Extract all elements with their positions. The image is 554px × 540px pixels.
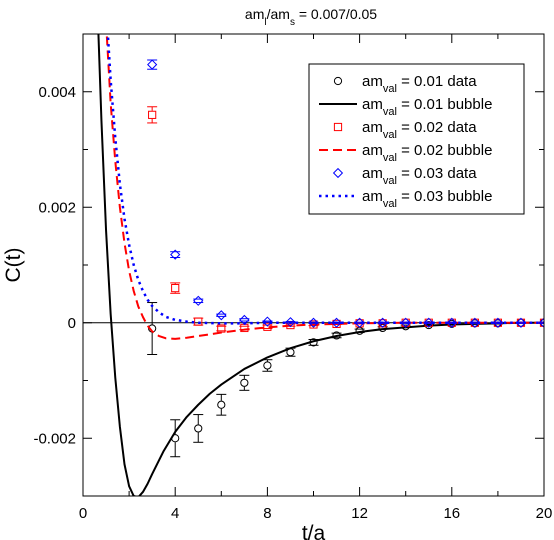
x-tick-label: 12 — [351, 505, 368, 522]
chart-title: aml/ams = 0.007/0.05 — [245, 6, 377, 28]
data-point — [262, 316, 273, 327]
data-point — [308, 317, 319, 328]
data-point — [492, 317, 504, 328]
data-point — [400, 317, 411, 328]
y-tick-label: 0.002 — [38, 199, 76, 216]
data-point — [240, 378, 249, 387]
legend-marker-swatch — [332, 167, 344, 179]
x-tick-label: 4 — [171, 505, 179, 522]
data-point — [216, 310, 227, 321]
data-point — [515, 317, 527, 328]
series-1 — [97, 34, 544, 496]
legend-box — [308, 63, 525, 215]
y-tick-label: -0.002 — [33, 430, 76, 447]
data-point — [194, 424, 203, 433]
data-point — [331, 317, 342, 328]
y-axis-label: C(t) — [2, 248, 25, 283]
legend-label: amval = 0.02 data — [362, 119, 477, 141]
series-3 — [105, 34, 544, 340]
x-tick-label: 0 — [79, 505, 87, 522]
data-point — [285, 317, 296, 328]
data-point — [194, 317, 203, 326]
data-point — [423, 317, 434, 328]
data-point — [377, 317, 388, 328]
plot-frame — [82, 33, 545, 497]
y-tick-label: 0 — [68, 315, 76, 332]
legend-marker-swatch — [333, 122, 343, 132]
x-tick-label: 16 — [443, 505, 460, 522]
legend-entry: amval = 0.02 bubble — [319, 142, 492, 164]
data-point — [263, 361, 272, 370]
data-point — [446, 317, 457, 328]
plot-area — [97, 34, 544, 496]
data-point — [193, 295, 204, 306]
data-point — [538, 317, 544, 328]
data-point — [217, 400, 226, 409]
x-tick-label: 8 — [263, 505, 271, 522]
data-point — [148, 110, 157, 119]
legend-entry: amval = 0.03 bubble — [319, 188, 492, 210]
legend-entry: amval = 0.03 data — [332, 165, 477, 187]
legend-label: amval = 0.02 bubble — [362, 142, 492, 164]
x-tick-label: 20 — [536, 505, 553, 522]
series-line — [97, 34, 544, 496]
data-point — [469, 317, 480, 328]
legend-label: amval = 0.03 bubble — [362, 188, 492, 210]
y-tick-label: 0.004 — [38, 84, 76, 101]
legend-marker-swatch — [333, 76, 343, 86]
series-0 — [147, 302, 544, 458]
chart-title-text: aml/ams = 0.007/0.05 — [245, 6, 377, 28]
data-point — [354, 317, 365, 328]
data-point — [147, 59, 158, 70]
series-line — [105, 34, 544, 340]
legend-label: amval = 0.03 data — [362, 165, 477, 187]
data-point — [170, 249, 181, 260]
data-point — [171, 284, 180, 293]
legend-entry: amval = 0.02 data — [333, 119, 477, 141]
legend-label: amval = 0.01 bubble — [362, 96, 492, 118]
legend-label: amval = 0.01 data — [362, 73, 477, 95]
legend-entry: amval = 0.01 data — [333, 73, 477, 95]
axes: 0 4 8 12 16 20 -0.002 0 0.002 0.004 t/a C(t) — [2, 33, 553, 540]
legend-entry: amval = 0.01 bubble — [319, 96, 492, 118]
x-axis-label: t/a — [302, 522, 326, 540]
